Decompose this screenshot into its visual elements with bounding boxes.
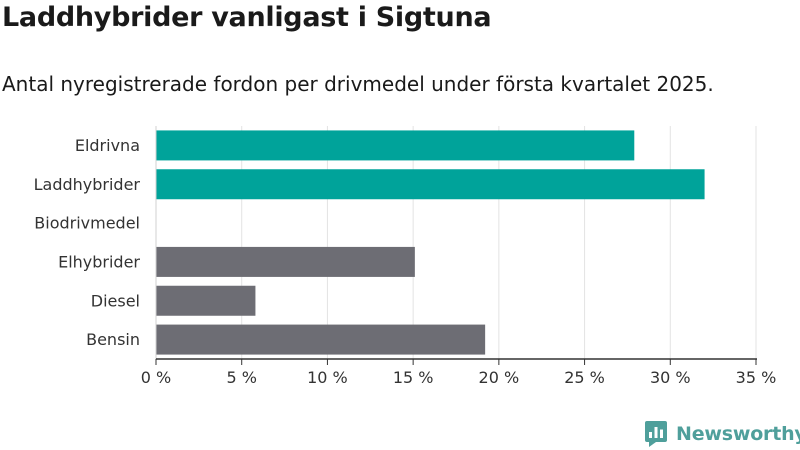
- category-label: Diesel: [91, 291, 140, 310]
- x-axis: 0 % 5 % 10 % 15 % 20 % 25 % 30 % 35 %: [141, 126, 777, 387]
- brand-name: Newsworthy: [676, 423, 800, 445]
- x-tick-label: 20 %: [479, 368, 520, 387]
- category-labels: Eldrivna Laddhybrider Biodrivmedel Elhybrid…: [34, 136, 141, 349]
- bar-elhybrider: [156, 246, 415, 277]
- x-tick-label: 10 %: [307, 368, 348, 387]
- category-label: Laddhybrider: [34, 175, 141, 194]
- bar-bensin: [156, 324, 486, 355]
- x-tick-label: 0 %: [141, 368, 171, 387]
- category-label: Biodrivmedel: [34, 214, 140, 233]
- bar-eldrivna: [156, 130, 635, 161]
- x-tick-label: 5 %: [226, 368, 256, 387]
- newsworthy-logo-icon: [645, 421, 667, 447]
- chart-title: Laddhybrider vanligast i Sigtuna: [2, 2, 492, 33]
- category-label: Bensin: [86, 330, 140, 349]
- gridlines: [241, 126, 757, 359]
- x-tick-label: 15 %: [393, 368, 434, 387]
- bar-laddhybrider: [156, 169, 705, 200]
- brand-logo: Newsworthy: [644, 419, 800, 449]
- x-tick-label: 35 %: [736, 368, 777, 387]
- chart-subtitle: Antal nyregistrerade fordon per drivmede…: [2, 72, 714, 96]
- category-label: Elhybrider: [58, 252, 140, 271]
- x-tick-label: 25 %: [564, 368, 605, 387]
- bar-diesel: [156, 285, 256, 316]
- bars: [156, 130, 705, 355]
- x-tick-label: 30 %: [650, 368, 691, 387]
- category-label: Eldrivna: [75, 136, 140, 155]
